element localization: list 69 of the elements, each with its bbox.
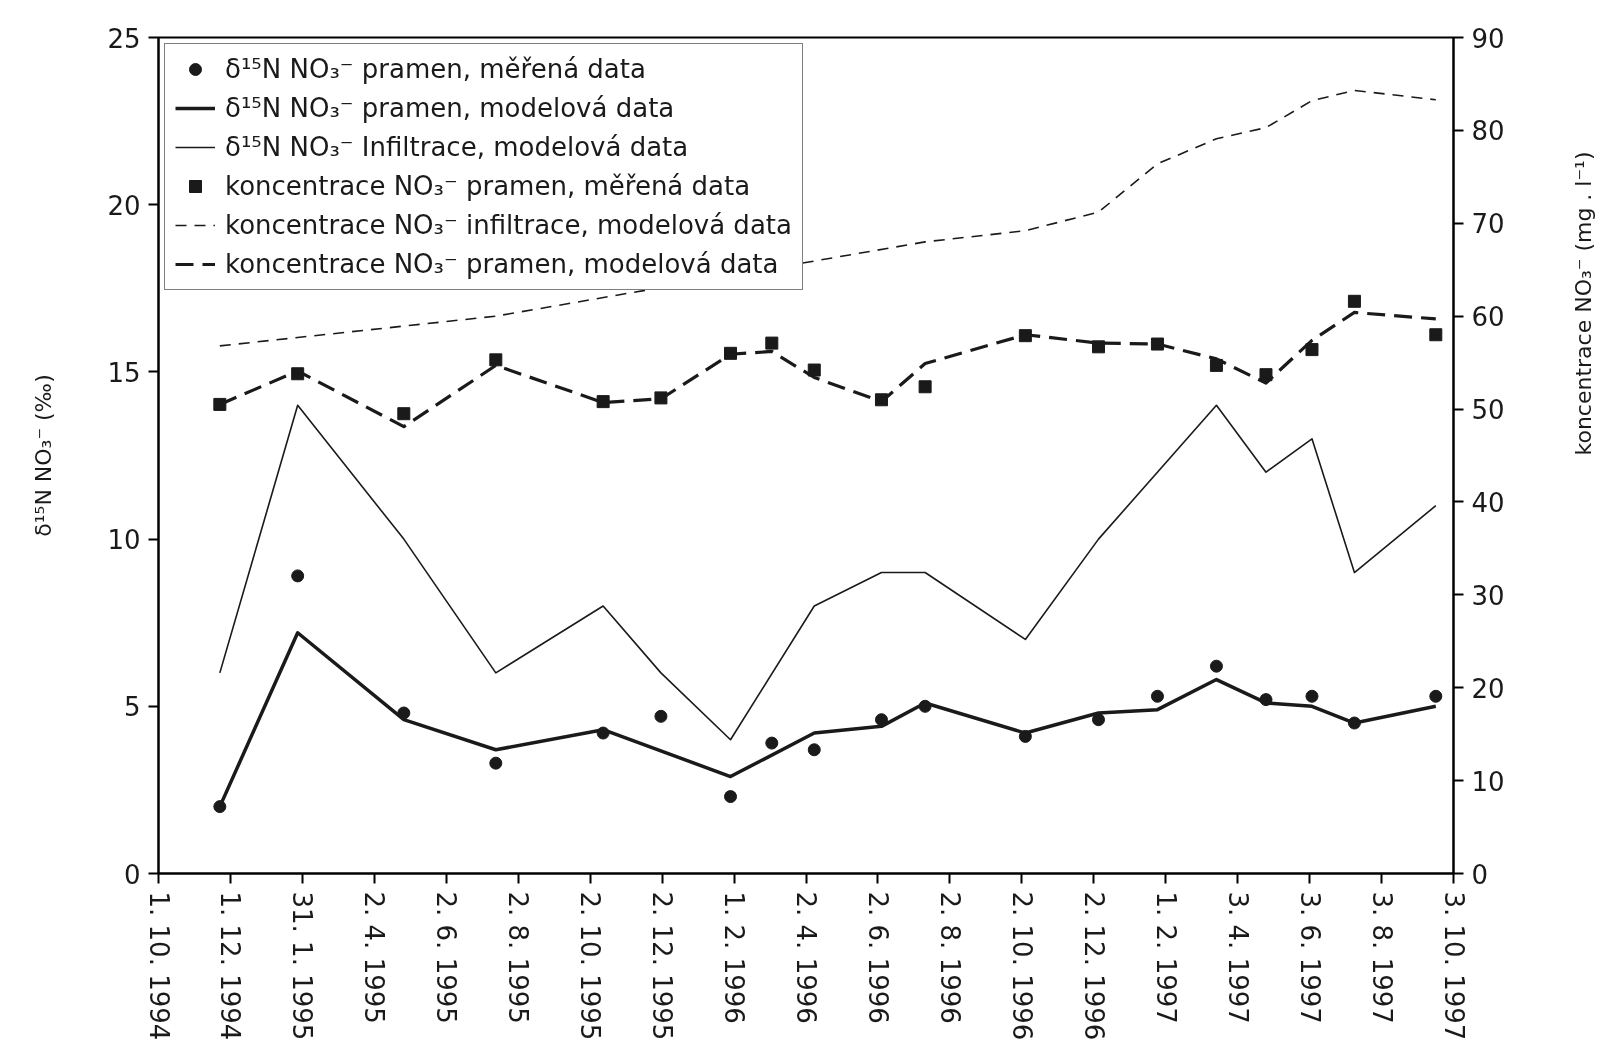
- point: [1150, 337, 1164, 351]
- x-tick-label: 2. 8. 1996: [934, 891, 965, 1024]
- point: [1092, 713, 1105, 727]
- point: [489, 756, 503, 770]
- point: [807, 743, 821, 757]
- y-tick-label: 0: [123, 859, 141, 890]
- legend-label: koncentrace NO₃⁻ pramen, měřená data: [225, 171, 751, 201]
- point: [489, 353, 503, 367]
- point: [765, 336, 779, 350]
- x-tick-label: 1. 2. 1997: [1150, 891, 1181, 1024]
- y-tick-label: 5: [123, 692, 141, 723]
- y-tick-label: 20: [107, 190, 141, 221]
- x-tick-label: 2. 10. 1995: [575, 891, 606, 1041]
- point: [1209, 659, 1223, 673]
- x-tick-label: 2. 8. 1995: [503, 891, 534, 1024]
- x-tick-label: 2. 10. 1996: [1006, 891, 1037, 1041]
- x-tick-label: 2. 6. 1995: [431, 891, 462, 1024]
- x-tick-label: 3. 8. 1997: [1366, 891, 1397, 1024]
- y2-tick-label: 0: [1471, 859, 1489, 890]
- y2-tick-label: 80: [1471, 116, 1505, 147]
- x-tick-label: 3. 6. 1997: [1294, 891, 1325, 1024]
- x-tick-label: 2. 4. 1995: [359, 891, 390, 1024]
- legend-label: koncentrace NO₃⁻ pramen, modelová data: [225, 249, 779, 279]
- x-tick-label: 2. 4. 1996: [791, 891, 821, 1024]
- point: [918, 380, 932, 394]
- legend-label: koncentrace NO₃⁻ infiltrace, modelová data: [225, 210, 792, 240]
- point: [1259, 368, 1273, 382]
- legend-label: δ¹⁵N NO₃⁻ pramen, modelová data: [225, 93, 675, 123]
- x-tick-label: 31. 1. 1995: [287, 891, 318, 1041]
- point: [1347, 294, 1361, 308]
- point: [1429, 689, 1443, 703]
- y2-tick-label: 60: [1471, 302, 1505, 333]
- line-series: [219, 404, 1437, 741]
- y2-tick-label: 40: [1471, 487, 1505, 518]
- x-tick-label: 2. 12. 1995: [647, 891, 678, 1041]
- x-tick-label: 1. 2. 1996: [719, 891, 750, 1024]
- legend-label: δ¹⁵N NO₃⁻ pramen, měřená data: [225, 54, 646, 84]
- x-tick-label: 1. 10. 1994: [143, 891, 174, 1041]
- x-tick-label: 3. 4. 1997: [1222, 891, 1253, 1024]
- point: [724, 790, 738, 804]
- legend-label: δ¹⁵N NO₃⁻ Infiltrace, modelová data: [225, 132, 689, 162]
- y-axis-title: δ¹⁵N NO₃⁻ (‰): [31, 374, 57, 537]
- point: [654, 391, 668, 405]
- y2-tick-label: 20: [1471, 673, 1505, 704]
- y-tick-label: 25: [107, 23, 141, 54]
- y2-tick-label: 90: [1471, 23, 1505, 54]
- point: [1305, 689, 1319, 703]
- x-tick-label: 1. 12. 1994: [215, 891, 246, 1041]
- y2-tick-label: 50: [1471, 395, 1505, 426]
- y2-tick-label: 30: [1471, 580, 1505, 611]
- point: [397, 407, 411, 421]
- point: [807, 363, 821, 377]
- point: [1429, 328, 1443, 342]
- x-tick-label: 3. 10. 1997: [1438, 891, 1469, 1041]
- x-tick-label: 2. 6. 1996: [862, 891, 893, 1024]
- point: [765, 736, 779, 750]
- y-tick-label: 15: [107, 357, 141, 388]
- y2-axis-title: koncentrace NO₃⁻ (mg . l⁻¹): [1571, 151, 1597, 456]
- point: [1305, 343, 1319, 357]
- point: [874, 713, 888, 727]
- point: [1150, 689, 1164, 703]
- y2-tick-label: 10: [1471, 766, 1505, 797]
- x-tick-label: 2. 12. 1996: [1078, 891, 1109, 1041]
- point: [654, 709, 668, 723]
- y-tick-label: 10: [107, 525, 141, 556]
- y2-tick-label: 70: [1471, 209, 1505, 240]
- point: [1092, 340, 1105, 354]
- point: [291, 569, 305, 583]
- point: [596, 395, 610, 409]
